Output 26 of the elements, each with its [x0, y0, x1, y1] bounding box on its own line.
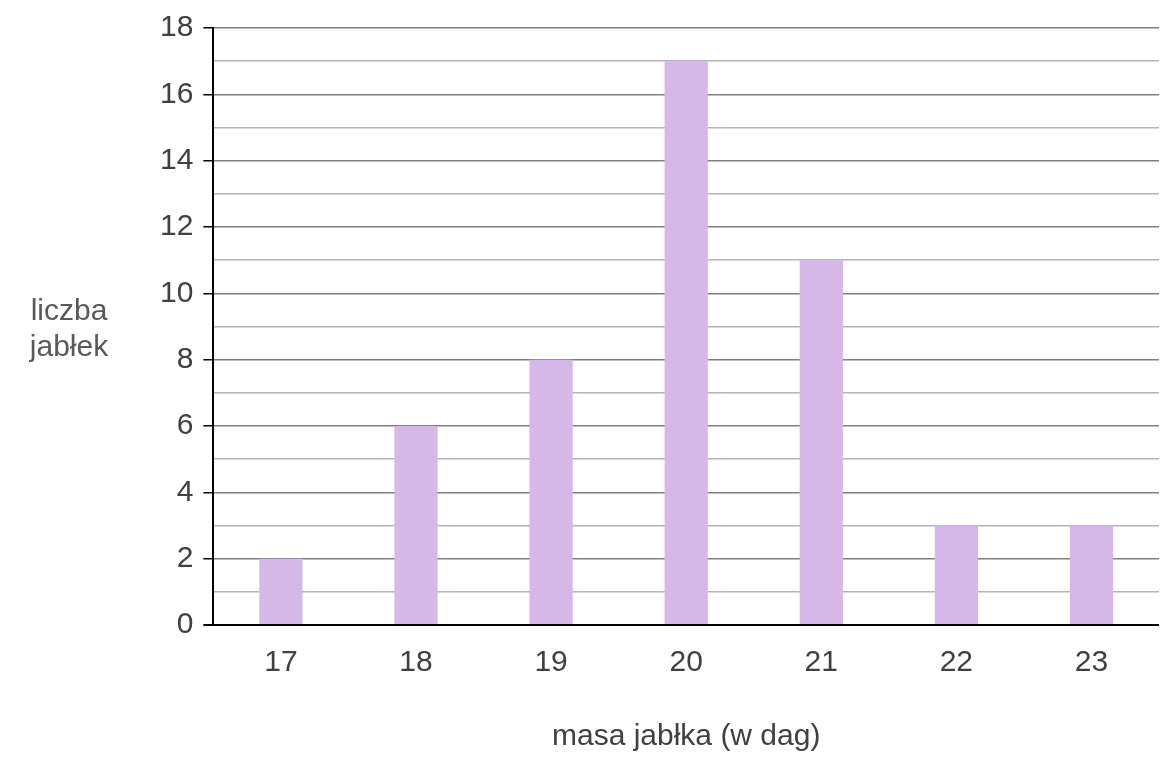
- x-tick-label: 21: [804, 644, 838, 678]
- bar: [799, 260, 843, 624]
- x-tick-label: 23: [1074, 644, 1109, 678]
- bar: [934, 525, 978, 624]
- x-axis-title: masa jabłka (w dag): [551, 718, 821, 752]
- y-tick-label: 16: [159, 75, 194, 109]
- y-tick-label: 2: [176, 539, 194, 573]
- y-tick-label: 0: [176, 606, 194, 640]
- x-tick-label: 20: [669, 644, 703, 678]
- bar: [259, 558, 303, 624]
- bar: [664, 61, 708, 624]
- y-tick-label: 10: [159, 274, 194, 308]
- y-tick-label: 6: [176, 407, 194, 441]
- y-tick-label: 8: [176, 340, 194, 374]
- y-tick-label: 12: [159, 208, 194, 242]
- bar: [1069, 525, 1114, 624]
- y-tick-label: 4: [176, 473, 194, 507]
- x-tick-label: 19: [534, 644, 568, 678]
- y-tick-label: 14: [159, 141, 194, 175]
- bar: [529, 359, 573, 624]
- x-tick-label: 18: [399, 644, 433, 678]
- x-tick-label: 17: [264, 644, 298, 678]
- y-axis-title: liczba jabłek: [28, 292, 110, 364]
- bar: [394, 426, 438, 624]
- y-tick-label: 18: [159, 9, 194, 43]
- x-tick-label: 22: [939, 644, 974, 678]
